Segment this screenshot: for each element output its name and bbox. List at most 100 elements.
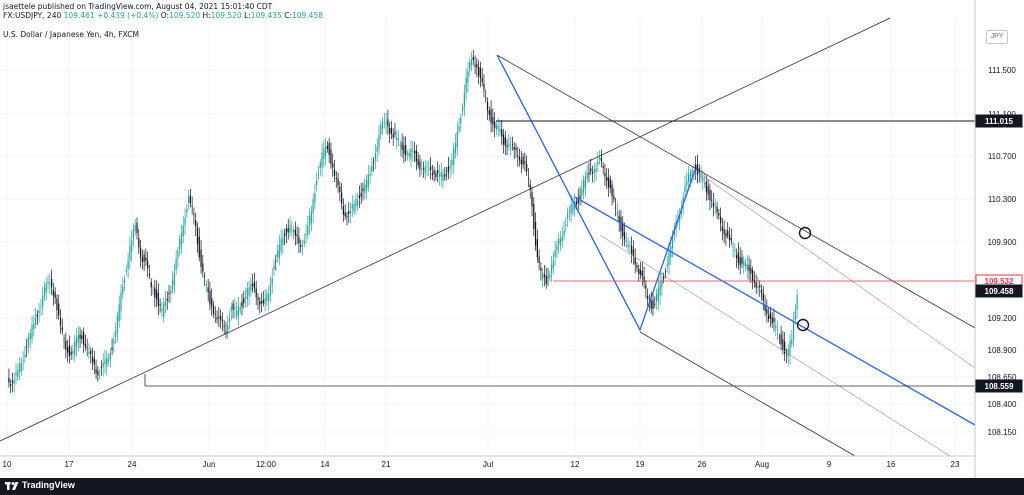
candle-body — [577, 197, 579, 204]
candle-body — [180, 233, 183, 245]
candle-body — [340, 192, 343, 204]
candle-body — [346, 215, 348, 217]
candle-body — [695, 165, 697, 171]
instrument-text: U.S. Dollar / Japanese Yen, 4h, FXCM — [3, 30, 139, 39]
candle-body — [682, 197, 684, 206]
x-tick-label: Jun — [203, 460, 216, 469]
candle-body — [333, 169, 336, 176]
candle-body — [10, 384, 12, 386]
candle-body — [79, 334, 81, 339]
candle-body — [510, 146, 512, 149]
x-tick-label: 12 — [571, 460, 580, 469]
candle-body — [782, 339, 784, 350]
y-tick-label: 108.400 — [988, 400, 1017, 409]
candle-body — [638, 268, 640, 274]
candle-body — [282, 237, 284, 245]
x-tick-label: 21 — [382, 460, 391, 469]
candle-body — [307, 225, 309, 235]
candle-body — [253, 282, 256, 289]
price-chart[interactable]: 111.500111.100110.700110.300109.900109.2… — [0, 0, 1024, 478]
candle-body — [664, 271, 667, 273]
candle-body — [82, 332, 85, 345]
target-circle-upper — [798, 226, 812, 240]
candle-body — [228, 318, 231, 323]
candle-body — [440, 171, 442, 177]
candle-body — [730, 237, 732, 241]
candle-body — [543, 274, 546, 278]
candle-body — [531, 192, 533, 207]
candle-body — [723, 229, 725, 235]
candle-body — [132, 229, 135, 239]
candle-body — [661, 280, 663, 288]
candle-body — [371, 165, 373, 172]
candle-body — [686, 180, 688, 186]
candle-body — [107, 359, 110, 363]
candle-body — [725, 233, 727, 237]
candle-body — [547, 276, 549, 278]
candle-body — [243, 298, 245, 303]
candle-body — [97, 370, 99, 376]
candle-body — [50, 279, 53, 288]
candle-body — [760, 289, 763, 293]
candle-body — [634, 257, 636, 265]
candle-body — [584, 176, 586, 188]
candle-body — [673, 230, 675, 236]
candle-body — [419, 161, 421, 170]
chart-axes: 111.500111.100110.700110.300109.900109.2… — [0, 0, 1023, 478]
candle-body — [381, 121, 384, 129]
candle-body — [337, 178, 339, 186]
candle-body — [627, 244, 629, 248]
candle-body — [719, 216, 722, 224]
candle-body — [38, 311, 40, 314]
candle-body — [314, 192, 316, 203]
candle-body — [565, 223, 567, 225]
candle-body — [389, 128, 391, 134]
candle-body — [762, 293, 764, 301]
candle-body — [654, 303, 656, 305]
candle-body — [524, 161, 526, 164]
candle-body — [211, 298, 213, 307]
candle-body — [125, 270, 127, 272]
candle-body — [205, 284, 208, 286]
candle-body — [744, 263, 747, 267]
candle-body — [305, 233, 307, 236]
candle-body — [218, 316, 220, 318]
candle-body — [221, 319, 224, 322]
candle-body — [467, 71, 469, 83]
candle-body — [364, 184, 366, 194]
candle-body — [189, 195, 191, 204]
candle-body — [182, 225, 184, 236]
candle-body — [88, 351, 90, 354]
currency-button[interactable]: JPY — [986, 30, 1008, 44]
candle-body — [663, 276, 665, 280]
candle-body — [485, 97, 487, 99]
candle-body — [609, 179, 611, 189]
close-value: 109.458 — [291, 11, 323, 20]
candle-body — [702, 177, 704, 182]
candle-body — [511, 144, 514, 145]
candle-body — [750, 267, 752, 274]
candle-body — [741, 257, 743, 264]
candle-body — [727, 230, 729, 236]
candle-body — [152, 289, 154, 291]
candle-body — [752, 269, 754, 282]
candle-body — [490, 109, 492, 123]
candle-body — [298, 236, 300, 244]
candle-body — [643, 276, 645, 283]
candle-body — [392, 134, 394, 138]
candle-body — [666, 264, 668, 267]
candle-body — [285, 228, 288, 234]
candle-body — [45, 284, 47, 293]
high-value: 109.520 — [210, 11, 242, 20]
candle-body — [591, 171, 594, 174]
candle-body — [207, 287, 209, 292]
x-tick-label: Aug — [755, 460, 769, 469]
candle-body — [349, 211, 352, 215]
candle-body — [317, 174, 320, 176]
candle-body — [572, 204, 574, 213]
candle-body — [600, 157, 603, 162]
candle-body — [312, 199, 314, 214]
candle-body — [81, 335, 83, 339]
ohlc-line: FX:USDJPY, 240 109.461 +0.439 (+0.4%) O:… — [3, 11, 323, 20]
candle-body — [187, 196, 190, 203]
